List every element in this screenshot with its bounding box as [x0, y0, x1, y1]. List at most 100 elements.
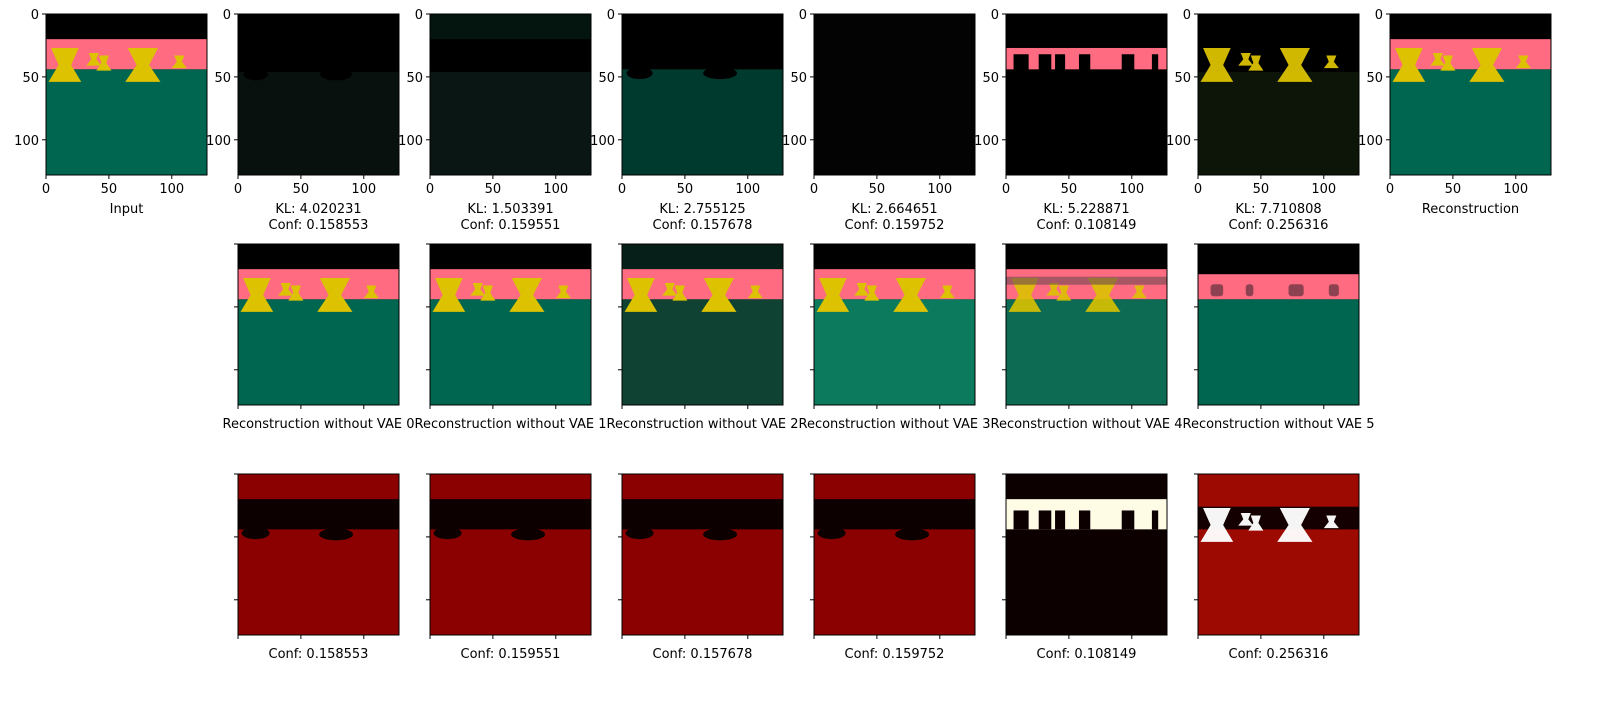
reconstruction-without-label-1: Reconstruction without VAE 1 — [415, 417, 607, 432]
table-object — [672, 285, 688, 301]
vae-component-2 — [622, 14, 783, 175]
table-object — [1277, 47, 1313, 82]
table-object — [432, 277, 466, 312]
input-axis-ytick-label: 100 — [14, 134, 39, 149]
background — [1006, 14, 1167, 175]
vae-component-axis-2-ytick-label: 0 — [607, 8, 615, 23]
reconstruction-without-3 — [814, 244, 975, 405]
conf-label-top-4: Conf: 0.108149 — [1037, 218, 1137, 233]
vae-component-axis-0-xtick-label: 100 — [351, 182, 376, 197]
kl-label-3: KL: 2.664651 — [851, 202, 937, 217]
reconstruction-without-1 — [430, 244, 591, 405]
reconstruction-without-label-4: Reconstruction without VAE 4 — [991, 417, 1183, 432]
input-image-frame — [45, 13, 208, 176]
occlusion — [1013, 54, 1029, 72]
table-object — [854, 282, 870, 296]
heat-occlusion — [1013, 510, 1029, 530]
vae-component-axis-4-xtick-label: 0 — [1002, 182, 1010, 197]
shadow — [243, 68, 268, 81]
heat-background — [1006, 474, 1167, 635]
heat-occlusion — [1038, 510, 1052, 530]
table-object — [1515, 55, 1531, 69]
confidence-map-2 — [622, 474, 783, 635]
confidence-map-1-frame — [429, 473, 592, 636]
blurred-object — [1328, 284, 1339, 297]
confidence-map-0-frame — [237, 473, 400, 636]
table-object — [480, 285, 496, 301]
table-object — [939, 285, 955, 299]
reconstruction-without-4 — [1006, 244, 1167, 405]
table-object — [48, 47, 82, 82]
vae-component-axis-3-ytick-label: 100 — [782, 134, 807, 149]
conf-label-top-0: Conf: 0.158553 — [269, 218, 369, 233]
table-object — [1323, 515, 1339, 529]
table-object — [1200, 47, 1234, 82]
shadow — [626, 67, 653, 80]
table-object — [288, 285, 304, 301]
reconstruction-axis-xtick-label: 100 — [1503, 182, 1528, 197]
vae-component-axis-5-xtick-label: 100 — [1311, 182, 1336, 197]
table-object — [1008, 277, 1042, 312]
reconstruction-without-2-frame — [621, 243, 784, 406]
vae-component-1-frame — [429, 13, 592, 176]
vae-component-axis-1-xtick-label: 0 — [426, 182, 434, 197]
background — [814, 14, 975, 175]
vae-component-axis-0-ytick-label: 0 — [223, 8, 231, 23]
heat-occlusion — [1078, 510, 1091, 530]
reconstruction-without-2 — [622, 244, 783, 405]
heat-blob — [433, 527, 462, 540]
vae-component-axis-1-ytick-label: 50 — [406, 71, 423, 86]
vae-component-axis-4-ytick-label: 50 — [982, 71, 999, 86]
reconstruction-without-0-frame — [237, 243, 400, 406]
vae-component-axis-3-ytick-label: 0 — [799, 8, 807, 23]
shadow — [703, 67, 738, 80]
reconstruction-axis-ytick-label: 100 — [1358, 134, 1383, 149]
occlusion — [1078, 54, 1091, 72]
vae-component-axis-3-xtick-label: 100 — [927, 182, 952, 197]
input-axis-xtick-label: 0 — [42, 182, 50, 197]
vae-component-axis-2-xtick-label: 100 — [735, 182, 760, 197]
conf-label-bottom-2: Conf: 0.157678 — [653, 647, 753, 662]
table-object — [1131, 285, 1147, 299]
table-object — [317, 277, 353, 312]
reconstruction-without-label-3: Reconstruction without VAE 3 — [799, 417, 991, 432]
table-object — [240, 277, 274, 312]
occlusion — [1121, 54, 1135, 72]
table-object — [1238, 52, 1254, 66]
heat-blob — [511, 528, 546, 541]
reconstruction-axis-ytick-label: 0 — [1375, 8, 1383, 23]
conf-label-top-1: Conf: 0.159551 — [461, 218, 561, 233]
heat-band — [430, 499, 591, 530]
floor — [46, 69, 207, 175]
table-object — [86, 52, 102, 66]
reconstruction-axis-xtick-label: 50 — [1445, 182, 1462, 197]
confidence-map-5-frame — [1197, 473, 1360, 636]
confidence-map-5 — [1198, 474, 1359, 635]
floor-dim — [430, 71, 591, 175]
vae-component-axis-0-ytick-label: 100 — [206, 134, 231, 149]
occlusion — [1038, 54, 1052, 72]
floor — [622, 299, 783, 405]
table-object — [624, 277, 658, 312]
heat-band — [1198, 506, 1359, 530]
reconstruction-without-0 — [238, 244, 399, 405]
table-object — [1323, 55, 1339, 69]
table-object — [1056, 285, 1072, 301]
heat-band — [814, 499, 975, 530]
occlusion — [1055, 54, 1066, 72]
vae-component-5-frame — [1197, 13, 1360, 176]
kl-label-1: KL: 1.503391 — [467, 202, 553, 217]
table-object — [509, 277, 545, 312]
table-object — [893, 277, 929, 312]
confidence-map-4-frame — [1005, 473, 1168, 636]
input-image — [46, 14, 207, 175]
vae-component-axis-0-xtick-label: 50 — [293, 182, 310, 197]
confidence-map-2-frame — [621, 473, 784, 636]
table-object — [96, 55, 112, 71]
heat-background — [814, 474, 975, 635]
table-object — [363, 285, 379, 299]
vae-component-0 — [238, 14, 399, 175]
table-object — [278, 282, 294, 296]
heat-background — [430, 474, 591, 635]
floor — [238, 299, 399, 405]
